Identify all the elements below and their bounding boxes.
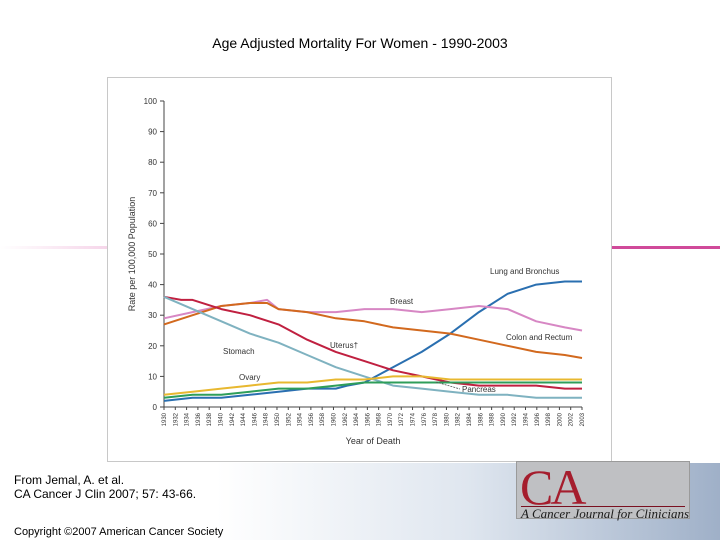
- x-tick-label: 1948: [264, 412, 270, 426]
- x-tick-label: 1936: [196, 412, 202, 426]
- journal-logo-name: A Cancer Journal for Clinicians: [521, 506, 690, 521]
- x-tick-label: 1934: [185, 412, 191, 426]
- journal-logo: CA A Cancer Journal for Clinicians: [516, 459, 690, 521]
- x-tick-label: 1952: [286, 412, 292, 426]
- x-axis-title: Year of Death: [346, 436, 401, 446]
- x-tick-label: 2003: [580, 412, 586, 426]
- y-tick-label: 70: [148, 189, 157, 198]
- x-tick-label: 1968: [377, 412, 383, 426]
- series-label-lung-and-bronchus: Lung and Bronchus: [490, 267, 559, 276]
- accent-stripe-left: [0, 246, 107, 249]
- x-tick-label: 1972: [399, 412, 405, 426]
- y-tick-label: 90: [148, 128, 157, 137]
- journal-logo-rule: [521, 506, 685, 507]
- x-tick-label: 2000: [557, 412, 563, 426]
- x-tick-label: 1942: [230, 412, 236, 426]
- series-line-stomach: [163, 295, 582, 399]
- x-tick-label: 1990: [501, 412, 507, 426]
- x-tick-label: 1958: [320, 412, 326, 426]
- x-tick-label: 1930: [162, 412, 168, 426]
- series-line-uterus: [163, 295, 582, 390]
- citation-line-2: CA Cancer J Clin 2007; 57: 43-66.: [14, 487, 197, 501]
- y-tick-label: 20: [148, 342, 157, 351]
- citation-line-1: From Jemal, A. et al.: [14, 473, 125, 487]
- x-tick-label: 1956: [309, 412, 315, 426]
- y-tick-label: 30: [148, 311, 157, 320]
- x-tick-label: 1938: [207, 412, 213, 426]
- y-tick-label: 100: [144, 97, 158, 106]
- x-tick-label: 1954: [298, 412, 304, 426]
- x-tick-label: 1986: [478, 412, 484, 426]
- x-tick-label: 1974: [411, 412, 417, 426]
- series-line-colon-and-rectum: [163, 302, 583, 359]
- series-label-breast: Breast: [390, 297, 414, 306]
- journal-logo-mark: CA: [520, 459, 586, 515]
- x-tick-label: 1962: [343, 412, 349, 426]
- x-tick-label: 1966: [365, 412, 371, 426]
- y-tick-label: 10: [148, 372, 157, 381]
- x-tick-label: 1950: [275, 412, 281, 426]
- x-tick-label: 1964: [354, 412, 360, 426]
- series-label-pancreas: Pancreas: [462, 385, 496, 394]
- y-tick-label: 40: [148, 281, 157, 290]
- y-axis-title: Rate per 100,000 Population: [127, 197, 137, 312]
- series-label-colon-and-rectum: Colon and Rectum: [506, 333, 573, 342]
- x-tick-label: 1992: [512, 412, 518, 426]
- y-tick-label: 60: [148, 219, 157, 228]
- x-tick-label: 1976: [422, 412, 428, 426]
- series-line-pancreas: [163, 381, 582, 399]
- y-tick-label: 50: [148, 250, 157, 259]
- pancreas-leader-line: [435, 381, 461, 390]
- x-tick-label: 1932: [173, 412, 179, 426]
- x-tick-label: 1944: [241, 412, 247, 426]
- chart-frame: 0 10 20 30 40 50 60 70 80 90 100 1930 1932 1934 1936 19…: [107, 77, 612, 462]
- x-tick-label: 1996: [535, 412, 541, 426]
- accent-stripe-right: [612, 246, 720, 249]
- copyright-notice: Copyright ©2007 American Cancer Society: [14, 526, 224, 538]
- x-tick-label: 1984: [467, 412, 473, 426]
- x-tick-label: 1980: [444, 412, 450, 426]
- x-tick-label: 1970: [388, 412, 394, 426]
- x-tick-label: 1978: [433, 412, 439, 426]
- x-tick-label: 1960: [331, 412, 337, 426]
- y-tick-label: 0: [153, 403, 158, 412]
- x-tick-label: 1982: [456, 412, 462, 426]
- x-tick-label: 1946: [252, 412, 258, 426]
- x-tick-label: 2002: [569, 412, 575, 426]
- x-tick-label: 1994: [524, 412, 530, 426]
- x-tick-label: 1998: [546, 412, 552, 426]
- series-label-stomach: Stomach: [223, 347, 255, 356]
- slide-title: Age Adjusted Mortality For Women - 1990-…: [212, 35, 508, 51]
- mortality-chart: 0 10 20 30 40 50 60 70 80 90 100 1930 1932 1934 1936 19…: [127, 97, 586, 446]
- x-tick-label: 1940: [218, 412, 224, 426]
- y-tick-label: 80: [148, 158, 157, 167]
- x-tick-label: 1988: [490, 412, 496, 426]
- series-line-ovary: [163, 375, 582, 396]
- series-label-ovary: Ovary: [239, 373, 260, 382]
- series-label-uterus: Uterus†: [330, 341, 358, 350]
